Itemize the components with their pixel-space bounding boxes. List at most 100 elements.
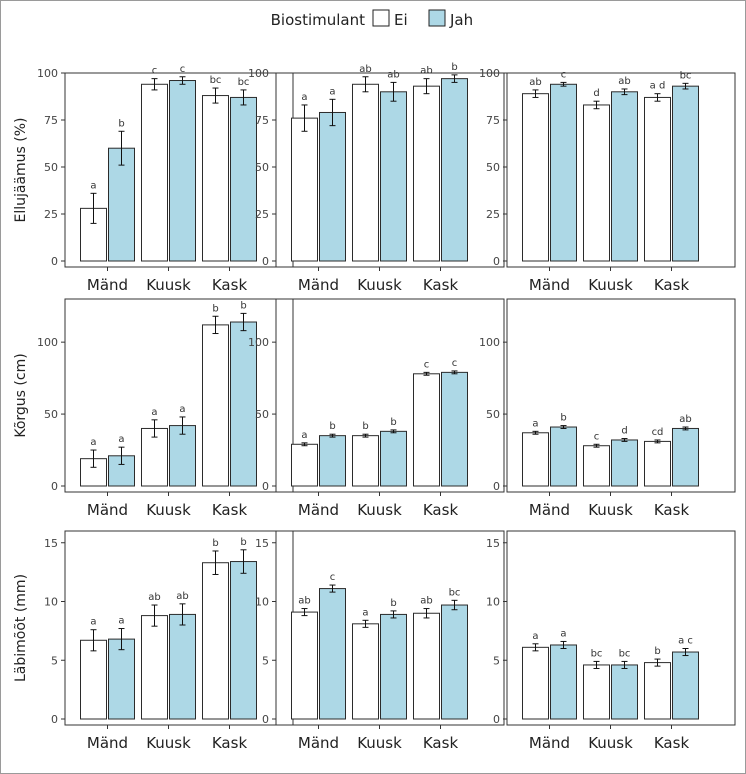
y-tick-label: 25 <box>255 208 269 221</box>
legend-title: Biostimulant <box>271 11 365 29</box>
significance-letter: ab <box>618 76 630 87</box>
bar-ei <box>202 95 229 262</box>
panel-border <box>506 530 736 726</box>
y-axis-label: Kõrgus (cm) <box>13 353 29 437</box>
panel-r1-c2: 0 25 50 75 100 Mänd a a Kuusk ab ab Kask ab b <box>248 62 505 294</box>
significance-letter: b <box>362 421 368 432</box>
bar-jah <box>441 604 468 720</box>
significance-letter: bc <box>210 75 222 86</box>
significance-letter: ab <box>529 77 541 88</box>
x-tick-label: Mänd <box>298 734 339 752</box>
y-tick-label: 50 <box>486 408 500 421</box>
y-tick-label: 0 <box>493 255 500 268</box>
y-tick-label: 0 <box>493 480 500 493</box>
x-tick-label: Mänd <box>87 501 128 519</box>
bar-jah <box>169 80 196 262</box>
y-axis-label: Läbimõõt (mm) <box>13 574 29 682</box>
significance-letter: c <box>561 69 567 80</box>
y-tick-label: 100 <box>248 67 269 80</box>
bar-ei <box>352 83 379 262</box>
y-tick-label: 0 <box>262 255 269 268</box>
legend-swatch-jah <box>428 9 446 27</box>
panel-r2-c1: 0 50 100 Mänd a a Kuusk a a Kask b b <box>37 298 294 519</box>
bar-ei <box>522 646 549 720</box>
bar-jah <box>380 91 407 262</box>
panel-r3-c3: 0 5 10 15 Mänd a a Kuusk bc bc Kask b a c <box>486 530 736 752</box>
bar-ei <box>644 96 671 262</box>
y-tick-label: 25 <box>44 208 58 221</box>
x-tick-label: Kask <box>212 734 248 752</box>
y-tick-label: 0 <box>51 480 58 493</box>
y-tick-label: 10 <box>486 596 500 609</box>
bar-jah <box>380 613 407 720</box>
significance-letter: a <box>301 92 307 103</box>
y-tick-label: 100 <box>248 336 269 349</box>
x-tick-label: Kuusk <box>588 276 633 294</box>
bar-ei <box>291 611 318 720</box>
y-tick-label: 0 <box>51 255 58 268</box>
x-tick-label: Kuusk <box>146 734 191 752</box>
bar-jah <box>319 435 346 487</box>
significance-letter: bc <box>619 648 631 659</box>
bar-ei <box>413 612 440 720</box>
bar-jah <box>230 96 257 262</box>
x-tick-label: Kask <box>654 734 690 752</box>
y-tick-label: 50 <box>44 161 58 174</box>
significance-letter: a c <box>678 636 693 647</box>
significance-letter: c <box>452 358 458 369</box>
significance-letter: ab <box>176 591 188 602</box>
significance-letter: c <box>594 431 600 442</box>
significance-letter: a <box>151 407 157 418</box>
bar-jah <box>611 439 638 487</box>
x-tick-label: Kask <box>423 276 459 294</box>
significance-letter: bc <box>238 77 250 88</box>
bar-ei <box>583 664 610 720</box>
legend-label-jah: Jah <box>449 11 473 29</box>
x-tick-label: Kask <box>654 276 690 294</box>
significance-letter: ab <box>148 592 160 603</box>
significance-letter: a <box>90 437 96 448</box>
significance-letter: b <box>240 300 246 311</box>
significance-letter: ab <box>420 596 432 607</box>
significance-letter: ab <box>679 414 691 425</box>
significance-letter: b <box>390 417 396 428</box>
y-tick-label: 5 <box>493 654 500 667</box>
x-tick-label: Kask <box>654 501 690 519</box>
significance-letter: b <box>212 303 218 314</box>
x-tick-label: Mänd <box>529 734 570 752</box>
panel-border <box>506 72 736 268</box>
significance-letter: b <box>560 413 566 424</box>
y-tick-label: 100 <box>37 336 58 349</box>
bar-ei <box>583 445 610 487</box>
bar-jah <box>441 371 468 487</box>
significance-letter: a <box>362 607 368 618</box>
panel-border <box>275 72 505 268</box>
y-tick-label: 0 <box>262 713 269 726</box>
x-tick-label: Kuusk <box>357 276 402 294</box>
significance-letter: c <box>424 359 430 370</box>
panel-r1-c1: 0 25 50 75 100 Mänd a b Kuusk c c Kask bc bc <box>37 64 294 294</box>
significance-letter: a <box>90 180 96 191</box>
bar-ei <box>202 562 229 720</box>
bar-ei <box>644 440 671 487</box>
bar-ei <box>202 324 229 487</box>
bar-jah <box>230 321 257 487</box>
significance-letter: a d <box>650 81 666 92</box>
bar-jah <box>672 85 699 262</box>
significance-letter: a <box>532 418 538 429</box>
bar-ei <box>583 104 610 262</box>
y-tick-label: 0 <box>51 713 58 726</box>
y-tick-label: 10 <box>255 596 269 609</box>
y-tick-label: 15 <box>44 537 58 550</box>
y-tick-label: 75 <box>255 114 269 127</box>
bar-ei <box>522 432 549 487</box>
significance-letter: a <box>118 434 124 445</box>
y-tick-label: 50 <box>255 161 269 174</box>
significance-letter: ab <box>359 64 371 75</box>
significance-letter: a <box>329 86 335 97</box>
x-tick-label: Kuusk <box>588 734 633 752</box>
significance-letter: d <box>621 426 627 437</box>
x-tick-label: Kask <box>423 501 459 519</box>
